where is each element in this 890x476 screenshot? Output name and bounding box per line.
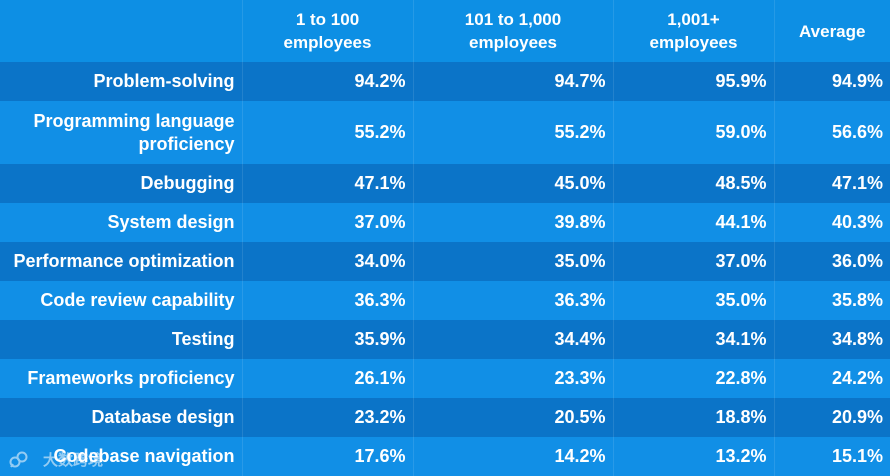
wechat-logo-icon [8, 450, 38, 470]
value-cell: 56.6% [774, 100, 890, 165]
value-cell: 36.3% [242, 281, 414, 321]
value-cell: 14.2% [413, 437, 614, 476]
row-label-line: Code review capability [40, 290, 235, 311]
row-label-line: System design [107, 212, 235, 233]
value-cell: 35.0% [413, 242, 614, 282]
row-label: Frameworks proficiency [0, 359, 243, 399]
value-cell: 40.3% [774, 203, 890, 243]
value-cell: 20.9% [774, 398, 890, 438]
table-row: System design 37.0% 39.8% 44.1% 40.3% [0, 203, 890, 243]
value-cell: 94.7% [413, 62, 614, 101]
row-label-line: Frameworks proficiency [27, 368, 235, 389]
table-row: Database design 23.2% 20.5% 18.8% 20.9% [0, 398, 890, 438]
value-cell: 55.2% [242, 100, 414, 165]
column-header-line: 101 to 1,000 [464, 10, 562, 29]
value-cell: 48.5% [613, 164, 775, 204]
value-cell: 45.0% [413, 164, 614, 204]
row-label: Testing [0, 320, 243, 360]
value-cell: 17.6% [242, 437, 414, 476]
value-cell: 34.4% [413, 320, 614, 360]
value-cell: 26.1% [242, 359, 414, 399]
row-label: Performance optimization [0, 242, 243, 282]
table-row: Performance optimization 34.0% 35.0% 37.0% 3… [0, 242, 890, 282]
value-cell: 35.0% [613, 281, 775, 321]
value-cell: 47.1% [774, 164, 890, 204]
table-row: Testing 35.9% 34.4% 34.1% 34.8% [0, 320, 890, 360]
value-cell: 35.9% [242, 320, 414, 360]
value-cell: 24.2% [774, 359, 890, 399]
value-cell: 47.1% [242, 164, 414, 204]
value-cell: 94.2% [242, 62, 414, 101]
column-header-line: Average [799, 21, 866, 41]
value-cell: 20.5% [413, 398, 614, 438]
column-header-2: 101 to 1,000 employees [413, 0, 614, 62]
value-cell: 34.0% [242, 242, 414, 282]
table-header: 1 to 100 employees 101 to 1,000 employees 1,… [0, 0, 890, 62]
row-label-line: Database design [91, 407, 235, 428]
value-cell: 55.2% [413, 100, 614, 165]
row-label-line: Codebase navigation [53, 446, 235, 467]
header-cell-empty [0, 0, 243, 62]
row-label-line: proficiency [138, 133, 235, 154]
value-cell: 35.8% [774, 281, 890, 321]
value-cell: 23.3% [413, 359, 614, 399]
value-cell: 22.8% [613, 359, 775, 399]
row-label: Codebase navigation [0, 437, 243, 476]
value-cell: 13.2% [613, 437, 775, 476]
row-label: Debugging [0, 164, 243, 204]
table-row: Frameworks proficiency 26.1% 23.3% 22.8% 24.… [0, 359, 890, 399]
column-header-3: 1,001+ employees [613, 0, 775, 62]
column-header-line: 1 to 100 [295, 10, 360, 29]
value-cell: 15.1% [774, 437, 890, 476]
value-cell: 37.0% [613, 242, 775, 282]
column-header-4: Average [774, 0, 890, 62]
row-label: Database design [0, 398, 243, 438]
watermark: 大数跨境 [8, 449, 103, 470]
watermark-text: 大数跨境 [43, 452, 104, 469]
value-cell: 95.9% [613, 62, 775, 101]
row-label-line: Debugging [140, 173, 235, 194]
table-row: Codebase navigation 17.6% 14.2% 13.2% 15.1% [0, 437, 890, 476]
table-row: Debugging 47.1% 45.0% 48.5% 47.1% [0, 164, 890, 204]
row-label-line: Performance optimization [13, 251, 235, 272]
column-header-line: employees [469, 33, 557, 52]
column-header-line: 1,001+ [667, 10, 720, 29]
row-label-line: Testing [171, 329, 235, 350]
value-cell: 36.3% [413, 281, 614, 321]
table-body: Problem-solving 94.2% 94.7% 95.9% 94.9% Progr… [0, 62, 890, 476]
row-label: Programming language proficiency [0, 100, 243, 165]
value-cell: 44.1% [613, 203, 775, 243]
row-label-line: Programming language [33, 110, 235, 131]
table-row: Problem-solving 94.2% 94.7% 95.9% 94.9% [0, 62, 890, 101]
row-label: Code review capability [0, 281, 243, 321]
value-cell: 39.8% [413, 203, 614, 243]
row-label: System design [0, 203, 243, 243]
table-row: Programming language proficiency 55.2% 55.2… [0, 100, 890, 165]
value-cell: 34.8% [774, 320, 890, 360]
table-row: Code review capability 36.3% 36.3% 35.0% 35.… [0, 281, 890, 321]
value-cell: 34.1% [613, 320, 775, 360]
row-label: Problem-solving [0, 62, 243, 101]
value-cell: 23.2% [242, 398, 414, 438]
value-cell: 18.8% [613, 398, 775, 438]
column-header-line: employees [649, 33, 738, 52]
value-cell: 36.0% [774, 242, 890, 282]
column-header-1: 1 to 100 employees [242, 0, 414, 62]
value-cell: 37.0% [242, 203, 414, 243]
column-header-line: employees [283, 33, 372, 52]
row-label-line: Problem-solving [93, 70, 235, 91]
value-cell: 94.9% [774, 62, 890, 101]
header-row: 1 to 100 employees 101 to 1,000 employees 1,… [0, 0, 890, 62]
value-cell: 59.0% [613, 100, 775, 165]
